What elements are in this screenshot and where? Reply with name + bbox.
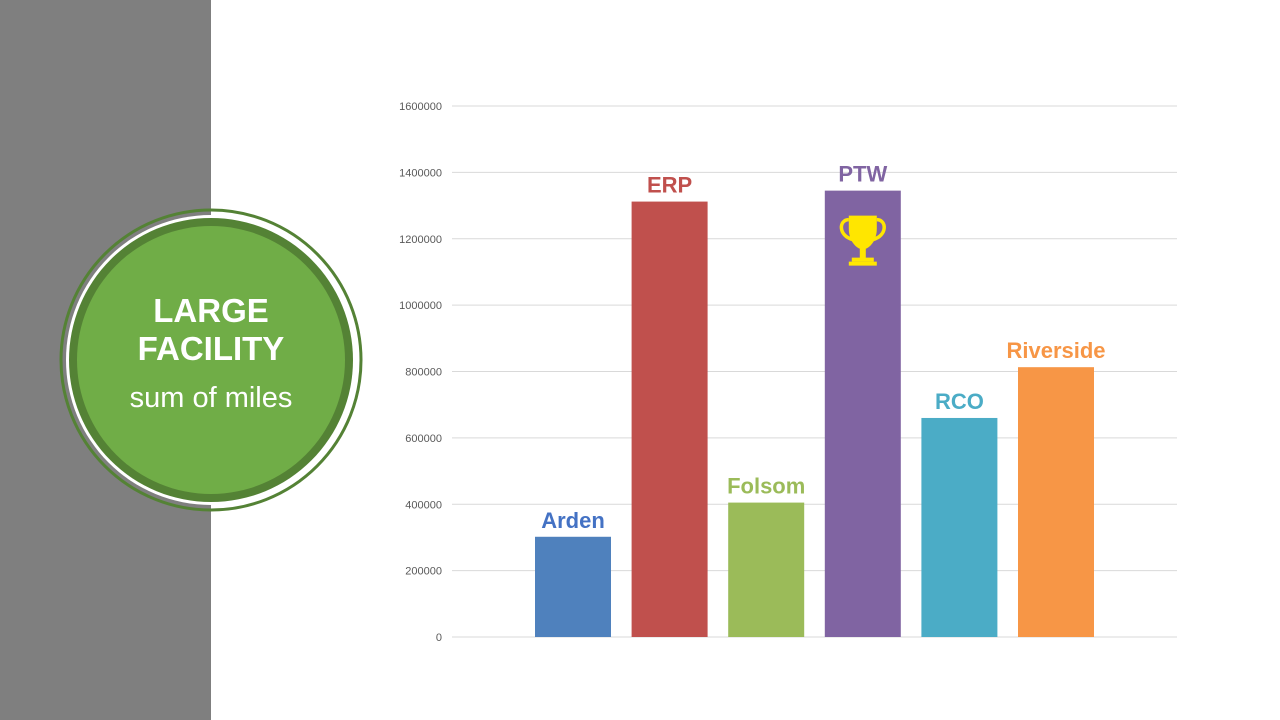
bar-label-folsom: Folsom [727, 474, 805, 499]
badge-subtitle: sum of miles [129, 381, 293, 414]
bar-riverside [1018, 367, 1094, 637]
bar-folsom [728, 502, 805, 637]
title-badge: LARGE FACILITY sum of miles [59, 208, 363, 512]
y-tick-label: 1200000 [399, 234, 442, 246]
y-tick-label: 1000000 [399, 300, 442, 312]
badge-circle [59, 208, 363, 512]
badge-title: LARGE FACILITY [137, 291, 285, 367]
y-tick-label: 600000 [405, 433, 442, 445]
bar-arden [535, 536, 611, 637]
bar-label-erp: ERP [647, 173, 692, 198]
y-tick-label: 800000 [405, 367, 442, 379]
bar-label-arden: Arden [541, 508, 605, 533]
bar-label-riverside: Riverside [1006, 338, 1105, 363]
bar-erp [631, 201, 708, 637]
y-tick-label: 200000 [405, 566, 442, 578]
y-tick-label: 400000 [405, 499, 442, 511]
y-tick-label: 1400000 [399, 167, 442, 179]
y-tick-label: 1600000 [399, 101, 442, 113]
bar-rco [921, 417, 998, 637]
trophy-icon [839, 215, 886, 266]
bar-label-ptw: PTW [838, 162, 887, 187]
y-tick-label: 0 [436, 632, 442, 644]
bar-label-rco: RCO [935, 389, 984, 414]
